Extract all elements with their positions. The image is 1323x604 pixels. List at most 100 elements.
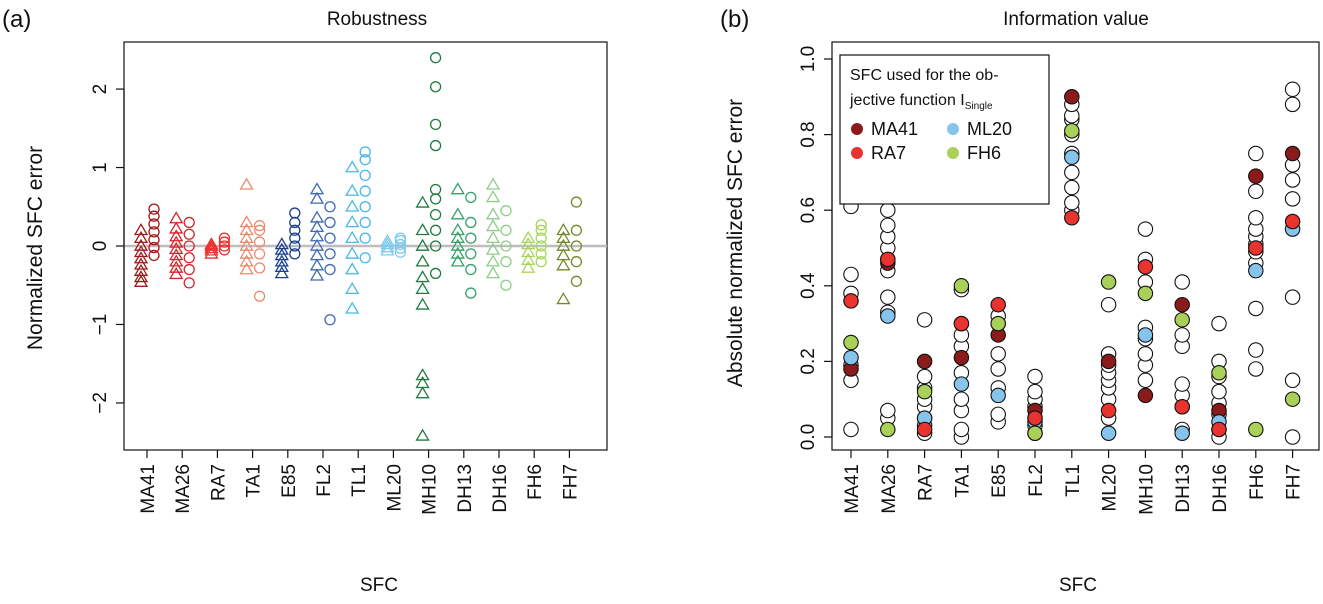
open-point xyxy=(1248,145,1264,162)
triangle-point xyxy=(415,368,430,381)
open-point xyxy=(1284,81,1301,97)
triangle-point xyxy=(415,195,430,208)
point-fh6 xyxy=(843,334,859,351)
triangle-point xyxy=(345,160,360,173)
point-ra7 xyxy=(1027,410,1043,426)
legend-title-subscript: Single xyxy=(965,101,993,112)
circle-point xyxy=(535,240,547,252)
open-point xyxy=(990,406,1006,423)
triangle-point xyxy=(450,223,465,236)
circle-point xyxy=(253,219,266,232)
point-ra7 xyxy=(990,296,1006,313)
circle-point xyxy=(289,240,301,252)
point-ra7 xyxy=(953,315,970,332)
circle-point xyxy=(500,256,512,268)
point-fh6 xyxy=(1100,274,1117,290)
circle-point xyxy=(429,208,442,221)
triangle-point xyxy=(133,257,149,270)
circle-point xyxy=(218,232,231,244)
triangle-point xyxy=(450,207,465,220)
triangle-point xyxy=(521,252,536,265)
point-ma41 xyxy=(1100,353,1117,370)
circle-point xyxy=(324,248,336,260)
triangle-point xyxy=(485,177,501,190)
circle-point xyxy=(324,216,336,229)
triangle-point xyxy=(415,376,430,389)
point-ml20 xyxy=(843,349,859,366)
y-tick-label: 1.0 xyxy=(798,46,819,72)
point-ra7 xyxy=(1211,421,1227,438)
triangle-point xyxy=(204,238,219,251)
point-ml20 xyxy=(990,387,1006,404)
point-fh6 xyxy=(1064,123,1080,139)
triangle-point xyxy=(345,199,360,212)
x-tick-label: FH6 xyxy=(1247,464,1268,500)
circle-point xyxy=(394,246,407,258)
triangle-point xyxy=(169,221,184,234)
circle-point xyxy=(570,240,583,252)
triangle-point xyxy=(556,238,571,251)
panel-a-title: Robustness xyxy=(327,9,427,30)
circle-point xyxy=(535,224,547,236)
circle-point xyxy=(324,232,336,244)
open-point xyxy=(916,312,933,328)
point-ml20 xyxy=(1064,149,1080,166)
open-point xyxy=(843,266,859,283)
circle-point xyxy=(183,228,195,240)
triangle-point xyxy=(309,182,325,195)
point-fh6 xyxy=(1027,425,1043,441)
x-tick-label: MA41 xyxy=(842,464,863,514)
triangle-point xyxy=(239,254,254,267)
point-ra7 xyxy=(1284,213,1301,230)
circle-point xyxy=(394,232,407,244)
point-fh6 xyxy=(1137,285,1154,302)
triangle-point xyxy=(309,229,325,242)
point-ml20 xyxy=(1137,327,1154,343)
panel-a-xlabel: SFC xyxy=(360,575,398,596)
triangle-point xyxy=(415,428,430,441)
y-tick-label: −2 xyxy=(90,392,111,414)
circle-point xyxy=(148,203,160,215)
triangle-point xyxy=(169,266,184,280)
point-fh6 xyxy=(880,421,896,438)
triangle-point xyxy=(485,230,501,244)
circle-point xyxy=(429,81,442,93)
circle-point xyxy=(570,275,583,287)
circle-point xyxy=(359,154,371,166)
triangle-point xyxy=(169,260,184,273)
point-ma41 xyxy=(916,353,933,370)
point-fh6 xyxy=(1248,421,1264,438)
panel-a-label: (a) xyxy=(2,6,31,33)
triangle-point xyxy=(485,207,501,220)
legend-label-ml20: ML20 xyxy=(967,119,1012,139)
circle-point xyxy=(429,52,442,64)
triangle-point xyxy=(380,237,395,250)
x-tick-label: FH7 xyxy=(560,464,581,500)
point-fh6 xyxy=(916,383,933,400)
point-ra7 xyxy=(1248,240,1264,256)
circle-point xyxy=(324,314,336,326)
legend-label-fh6: FH6 xyxy=(967,143,1001,163)
circle-point xyxy=(500,205,512,217)
circle-point xyxy=(465,216,477,229)
x-tick-label: TL1 xyxy=(1063,464,1084,497)
legend-marker-ma41 xyxy=(851,123,863,135)
x-tick-label: TA1 xyxy=(244,464,265,497)
triangle-point xyxy=(133,244,149,258)
open-point xyxy=(1284,289,1301,305)
panel-b-label: (b) xyxy=(720,6,749,33)
circle-point xyxy=(570,224,583,236)
circle-point xyxy=(359,169,371,182)
point-ra7 xyxy=(880,251,896,268)
open-point xyxy=(1064,164,1080,181)
legend-box xyxy=(839,54,1050,205)
point-ma41 xyxy=(953,349,970,366)
triangle-point xyxy=(345,183,360,196)
triangle-point xyxy=(415,386,430,399)
open-point xyxy=(990,361,1006,377)
legend-title-line1: SFC used for the ob- xyxy=(850,67,999,84)
triangle-point xyxy=(309,191,325,204)
triangle-point xyxy=(274,254,289,267)
circle-point xyxy=(218,236,231,248)
x-tick-label: ML20 xyxy=(384,464,405,512)
